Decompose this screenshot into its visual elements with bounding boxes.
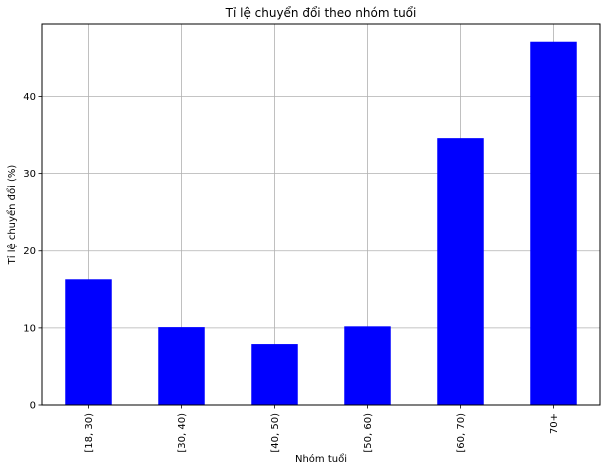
x-tick-label: [60, 70)	[456, 413, 467, 453]
x-tick-label: [40, 50)	[270, 413, 281, 453]
y-tick-label: 20	[23, 246, 36, 257]
y-axis-label: Tỉ lệ chuyển đổi (%)	[5, 165, 18, 266]
plot-frame	[41, 23, 601, 406]
y-tick-label: 30	[23, 169, 36, 180]
bar	[158, 327, 205, 405]
bar	[437, 138, 484, 405]
bar	[65, 279, 112, 405]
y-tick-label: 0	[30, 401, 36, 412]
bar	[530, 41, 577, 406]
grid-lines	[42, 24, 600, 406]
bars	[65, 41, 577, 406]
y-tick-label: 40	[23, 92, 36, 103]
chart-title: Tỉ lệ chuyển đổi theo nhóm tuổi	[225, 6, 417, 20]
axis-ticks: 0 10 20 30 40 [18, 30) [30, 40) [40, 50) [50, 60…	[23, 92, 560, 453]
x-tick-label: 70+	[549, 413, 560, 434]
x-axis-label: Nhóm tuổi	[295, 452, 347, 465]
bar	[251, 344, 298, 405]
y-tick-label: 10	[23, 323, 36, 334]
bar	[344, 326, 391, 405]
x-tick-label: [18, 30)	[84, 413, 95, 453]
x-tick-label: [50, 60)	[363, 413, 374, 453]
x-tick-label: [30, 40)	[177, 413, 188, 453]
